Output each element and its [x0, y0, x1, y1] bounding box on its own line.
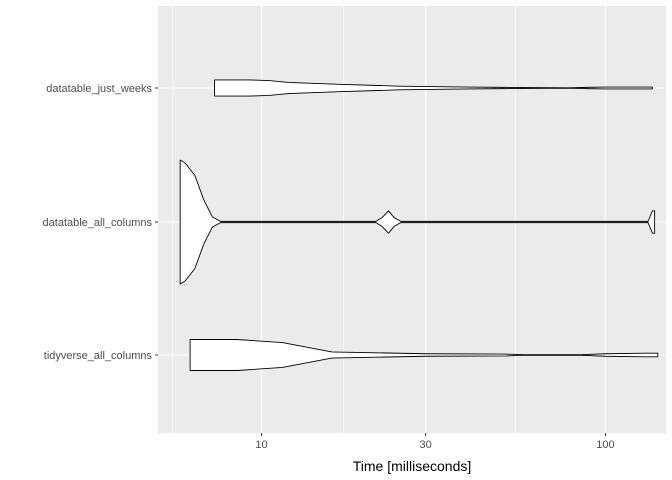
violin-tidyverse-all-columns [189, 339, 659, 371]
y-axis: tidyverse_all_columns datatable_all_colum… [43, 83, 158, 362]
x-axis: 10 30 100 [255, 433, 615, 451]
y-tick-label: datatable_all_columns [43, 217, 153, 229]
x-tick-label: 10 [255, 439, 267, 451]
y-tick-label: datatable_just_weeks [46, 83, 152, 95]
violins [179, 79, 659, 371]
x-tick-label: 30 [419, 439, 431, 451]
x-axis-title: Time [milliseconds] [353, 458, 472, 474]
violin-datatable-just-weeks [214, 79, 653, 97]
x-tick-label: 100 [596, 439, 614, 451]
violin-datatable-all-columns [179, 159, 656, 285]
minor-gridlines [171, 6, 516, 433]
y-tick-label: tidyverse_all_columns [44, 350, 153, 362]
